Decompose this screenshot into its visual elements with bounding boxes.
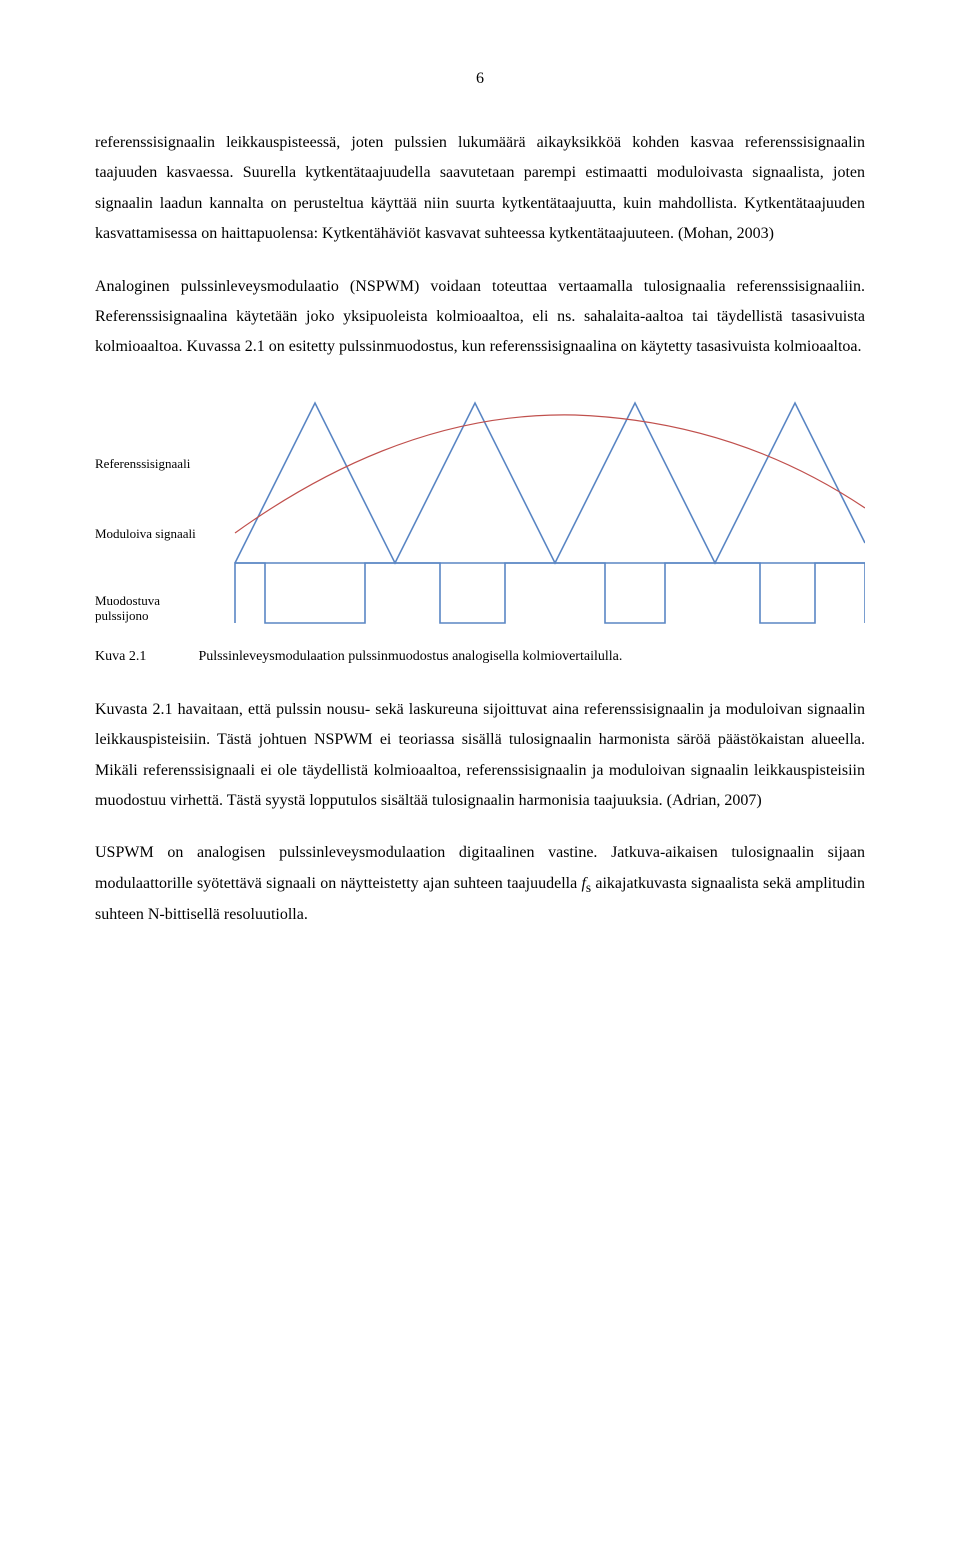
figure-caption-text: Pulssinleveysmodulaation pulssinmuodostu… (199, 649, 623, 664)
figure-caption: Kuva 2.1 Pulssinleveysmodulaation pulssi… (95, 649, 865, 665)
label-modulating: Moduloiva signaali (95, 526, 196, 541)
triangle-wave (235, 403, 865, 563)
paragraph-4: USPWM on analogisen pulssinleveysmodulaa… (95, 838, 865, 930)
paragraph-1: referenssisignaalin leikkauspisteessä, j… (95, 128, 865, 250)
pulse-train (235, 563, 865, 623)
label-pulse-line1: Muodostuva (95, 593, 160, 608)
label-pulse-line2: pulssijono (95, 608, 148, 623)
figure-2-1: Referenssisignaali Moduloiva signaali Mu… (95, 393, 865, 665)
paragraph-2: Analoginen pulssinleveysmodulaatio (NSPW… (95, 272, 865, 363)
page-number: 6 (95, 70, 865, 88)
figure-caption-label: Kuva 2.1 (95, 649, 195, 665)
paragraph-3: Kuvasta 2.1 havaitaan, että pulssin nous… (95, 695, 865, 817)
pwm-diagram: Referenssisignaali Moduloiva signaali Mu… (95, 393, 865, 633)
label-reference: Referenssisignaali (95, 456, 191, 471)
